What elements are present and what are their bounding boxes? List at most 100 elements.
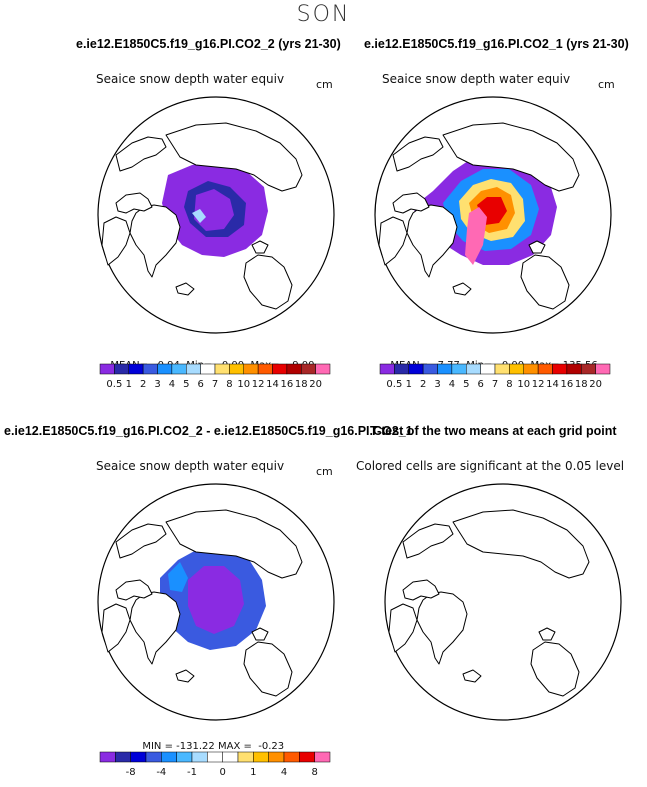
case-title-left: e.ie12.E1850C5.f19_g16.PI.CO2_2 (yrs 21-… xyxy=(76,37,341,51)
case-title-right: e.ie12.E1850C5.f19_g16.PI.CO2_1 (yrs 21-… xyxy=(364,37,629,51)
panel1-coast-iceland xyxy=(175,282,195,296)
panel2-colorbar-swatch-12 xyxy=(552,363,568,375)
panel3-colorbar-label-3: 0 xyxy=(219,767,225,778)
panel3-colorbar-swatch-0 xyxy=(99,751,116,763)
panel1-colorbar-label-11: 14 xyxy=(266,379,279,390)
panel3-colorbar-swatch-1 xyxy=(115,751,131,763)
panel1-ice-patch xyxy=(192,209,206,223)
panel1-colorbar-swatch-8 xyxy=(214,363,230,375)
panel1-title: Seaice snow depth water equiv xyxy=(96,72,285,86)
panel3-colorbar-label-5: 4 xyxy=(281,767,287,778)
panel1-colorbar-swatch-13 xyxy=(286,363,302,375)
panel2-coast-svalbard xyxy=(528,240,546,254)
panel3-min: -131.22 xyxy=(176,741,215,752)
panel1-colorbar-label-12: 16 xyxy=(281,379,294,390)
panel3-colorbar-label-0: -8 xyxy=(126,767,136,778)
panel1-coast-svalbard xyxy=(251,240,269,254)
panel3-colorbar-label-6: 8 xyxy=(311,767,317,778)
panel3-coast-scandinavia xyxy=(243,641,293,697)
panel4-coast-alaska xyxy=(402,523,454,559)
panel3-colorbar-swatch-8 xyxy=(222,751,239,763)
panel3-stats: MIN = -131.22 MAX = -0.23 xyxy=(136,730,284,752)
panel2-coast-scandinavia xyxy=(520,254,570,310)
panel2-colorbar-swatch-8 xyxy=(494,363,510,375)
panel3-colorbar-label-2: -1 xyxy=(187,767,197,778)
panel3-colorbar-swatch-6 xyxy=(191,751,208,763)
panel2-colorbar-label-3: 3 xyxy=(434,379,440,390)
panel2-colorbar-label-13: 18 xyxy=(575,379,588,390)
panel3-colorbar-swatch-5 xyxy=(176,751,193,763)
panel2-coast-canadaMain xyxy=(378,216,408,266)
panel1-ice-core xyxy=(194,189,234,231)
panel1-colorbar-label-10: 12 xyxy=(252,379,265,390)
panel2-colorbar-label-2: 2 xyxy=(420,379,426,390)
panel3-colorbar-swatch-3 xyxy=(145,751,162,763)
panel3-coast-canadaArch xyxy=(115,579,153,601)
panel3-units: cm xyxy=(316,465,333,478)
panel2-colorbar-swatch-10 xyxy=(523,363,539,375)
panel4-coast-canadaMain xyxy=(388,603,418,653)
panel1-coast-canadaArch xyxy=(115,192,153,214)
panel1-colorbar-swatch-12 xyxy=(272,363,288,375)
panel1-colorbar-swatch-14 xyxy=(301,363,316,375)
panel3-coast-alaska xyxy=(115,523,167,559)
panel2-colorbar-label-1: 1 xyxy=(406,379,412,390)
panel2-colorbar-label-9: 10 xyxy=(517,379,530,390)
panel3-colorbar-label-1: -4 xyxy=(156,767,166,778)
panel1-colorbar-label-0: 0.5 xyxy=(106,379,122,390)
panel1-units: cm xyxy=(316,78,333,91)
panel2-colorbar-label-8: 8 xyxy=(506,379,512,390)
panel3-colorbar-swatch-13 xyxy=(299,751,315,763)
panel1-colorbar-swatch-10 xyxy=(243,363,259,375)
diff-title: e.ie12.E1850C5.f19_g16.PI.CO2_2 - e.ie12… xyxy=(4,424,413,438)
panel3-max: -0.23 xyxy=(258,741,285,752)
panel3-coast-siberia xyxy=(165,509,303,579)
panel1-colorbar-swatch-5 xyxy=(171,363,187,375)
panel4-coast-greenland xyxy=(416,591,468,665)
panel1-colorbar-swatch-6 xyxy=(186,363,201,375)
panel2-colorbar-label-11: 14 xyxy=(546,379,559,390)
panel2-ice-pink xyxy=(465,207,487,265)
panel2-colorbar-swatch-5 xyxy=(451,363,467,375)
panel3-coast-canadaMain xyxy=(101,603,131,653)
panel1-colorbar-label-13: 18 xyxy=(295,379,308,390)
panel2-coast-siberia xyxy=(442,122,580,192)
panel4-coast-canadaArch xyxy=(402,579,440,601)
panel3-colorbar-swatch-9 xyxy=(237,751,254,763)
panel3-colorbar-label-4: 1 xyxy=(250,767,256,778)
panel4-title: Colored cells are significant at the 0.0… xyxy=(356,459,625,473)
panel1-colorbar-label-7: 7 xyxy=(212,379,218,390)
panel2-colorbar-label-4: 4 xyxy=(449,379,455,390)
panel3-colorbar-swatch-7 xyxy=(207,751,223,763)
panel1-colorbar-label-5: 5 xyxy=(183,379,189,390)
panel2-coast-alaska xyxy=(392,136,444,172)
panel2-colorbar-swatch-15 xyxy=(595,363,611,375)
panel4-coast-scandinavia xyxy=(530,641,580,697)
panel3-diff-lightblue xyxy=(168,562,188,592)
panel2-colorbar-label-5: 5 xyxy=(463,379,469,390)
panel3-title: Seaice snow depth water equiv xyxy=(96,459,285,473)
panel1-colorbar: 0.5 1 2 3 4 5 6 7 8 10 12 14 16 18 20 xyxy=(99,363,331,390)
panel2-colorbar-swatch-2 xyxy=(408,363,424,375)
panel3-coast-greenland xyxy=(129,591,181,665)
panel4-coast-iceland xyxy=(462,669,482,683)
panel1-colorbar-swatch-2 xyxy=(128,363,144,375)
panel1-coast-siberia xyxy=(165,122,303,192)
panel2-colorbar-label-14: 20 xyxy=(589,379,602,390)
panel2-colorbar-swatch-6 xyxy=(466,363,481,375)
panel2-colorbar-swatch-14 xyxy=(581,363,596,375)
panel1-coast-scandinavia xyxy=(243,254,293,310)
panel2-colorbar-swatch-9 xyxy=(509,363,524,375)
panel1-colorbar-label-9: 10 xyxy=(237,379,250,390)
panel1-polar-map xyxy=(97,96,335,334)
panel2-colorbar-swatch-7 xyxy=(480,363,496,375)
panel2-coast-iceland xyxy=(452,282,472,296)
panel2-title: Seaice snow depth water equiv xyxy=(382,72,571,86)
panel3-colorbar-swatch-4 xyxy=(161,751,177,763)
panel1-coast-greenland xyxy=(129,204,181,278)
panel1-colorbar-label-2: 2 xyxy=(140,379,146,390)
panel2-colorbar-swatch-0 xyxy=(379,363,395,375)
panel2-colorbar-label-10: 12 xyxy=(532,379,545,390)
panel1-colorbar-label-14: 20 xyxy=(309,379,322,390)
panel2-polar-map xyxy=(374,96,612,334)
